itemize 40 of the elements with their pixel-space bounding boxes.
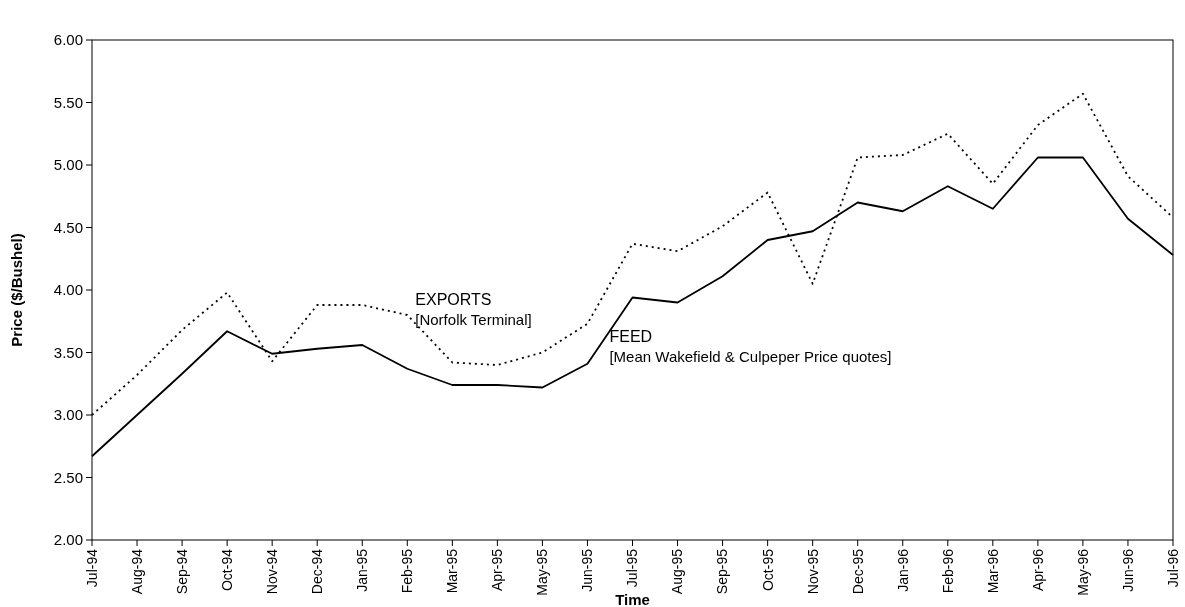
- x-tick-label: Jul-96: [1164, 548, 1181, 588]
- x-tick-label: Jun-95: [579, 548, 596, 592]
- y-axis-title: Price ($/Bushel): [8, 233, 25, 347]
- x-tick-label: Dec-94: [309, 548, 326, 595]
- y-tick-label: 2.00: [53, 531, 83, 549]
- x-tick-label: Mar-95: [444, 548, 461, 594]
- x-tick-label: Feb-95: [399, 548, 416, 594]
- x-tick-label: Jul-95: [624, 548, 641, 588]
- x-axis-title: Time: [615, 591, 650, 607]
- x-tick-label: Aug-94: [128, 548, 145, 595]
- y-tick-label: 3.00: [53, 406, 83, 424]
- x-tick-label: Feb-96: [939, 548, 956, 594]
- y-tick-label: 5.00: [53, 156, 83, 174]
- x-tick-label: Dec-95: [849, 548, 866, 595]
- x-tick-label: Sep-94: [173, 548, 190, 595]
- annotation: [Norfolk Terminal]: [415, 311, 532, 329]
- x-tick-label: Jan-96: [894, 548, 911, 592]
- series-label: EXPORTS: [415, 291, 492, 308]
- x-tick-label: May-96: [1074, 548, 1091, 596]
- x-tick-label: Nov-95: [804, 548, 821, 595]
- y-tick-label: 6.00: [53, 31, 83, 49]
- y-tick-label: 3.50: [53, 343, 83, 361]
- x-tick-label: Jan-95: [354, 548, 371, 592]
- x-tick-label: Oct-94: [219, 548, 236, 592]
- y-tick-label: 4.50: [53, 218, 83, 236]
- x-tick-label: Sep-95: [714, 548, 731, 595]
- x-tick-label: Nov-94: [264, 548, 281, 595]
- y-tick-label: 5.50: [53, 93, 83, 111]
- x-tick-label: Jun-96: [1119, 548, 1136, 592]
- x-tick-label: Jul-94: [83, 548, 100, 588]
- annotation: [Mean Wakefield & Culpeper Price quotes]: [609, 348, 892, 366]
- x-tick-label: Oct-95: [759, 548, 776, 592]
- y-tick-label: 2.50: [53, 468, 83, 486]
- y-tick-label: 4.00: [53, 281, 83, 299]
- x-tick-label: Apr-96: [1029, 548, 1046, 592]
- series-label: FEED: [609, 328, 653, 345]
- x-tick-label: May-95: [534, 548, 551, 596]
- x-tick-label: Mar-96: [984, 548, 1001, 594]
- x-tick-label: Aug-95: [669, 548, 686, 595]
- x-tick-label: Apr-95: [489, 548, 506, 592]
